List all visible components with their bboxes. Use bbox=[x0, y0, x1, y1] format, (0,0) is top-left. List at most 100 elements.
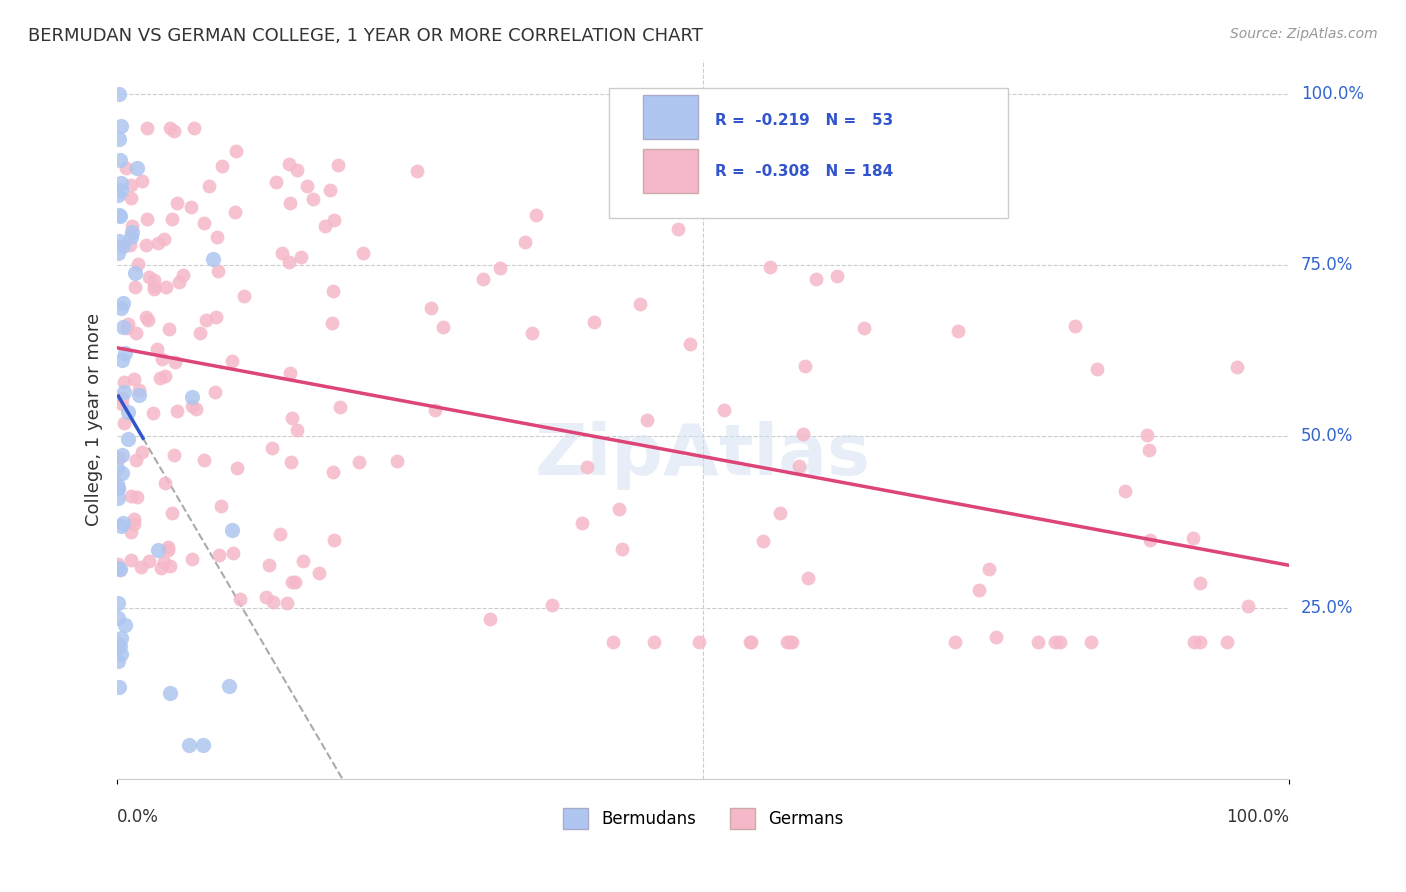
Point bbox=[120, 191, 142, 205]
Point bbox=[153, 369, 176, 384]
Point bbox=[188, 326, 211, 340]
Point bbox=[163, 354, 186, 368]
Point bbox=[107, 491, 129, 505]
Point bbox=[207, 264, 229, 278]
Point bbox=[153, 476, 176, 491]
Point bbox=[946, 324, 969, 338]
Point bbox=[278, 366, 301, 380]
Point bbox=[135, 310, 157, 324]
Point bbox=[197, 178, 219, 193]
Point bbox=[162, 124, 184, 138]
Point bbox=[111, 353, 134, 368]
Point bbox=[181, 551, 204, 566]
Point bbox=[208, 548, 231, 562]
Point bbox=[211, 159, 233, 173]
Point bbox=[121, 226, 143, 240]
Text: 50.0%: 50.0% bbox=[1301, 427, 1353, 445]
Point bbox=[108, 450, 131, 465]
Point bbox=[108, 234, 131, 248]
Point bbox=[787, 458, 810, 473]
Point bbox=[135, 238, 157, 252]
Point bbox=[607, 502, 630, 516]
Point bbox=[111, 397, 134, 411]
Point bbox=[108, 680, 131, 694]
Point bbox=[688, 635, 710, 649]
Text: BERMUDAN VS GERMAN COLLEGE, 1 YEAR OR MORE CORRELATION CHART: BERMUDAN VS GERMAN COLLEGE, 1 YEAR OR MO… bbox=[28, 27, 703, 45]
Point bbox=[967, 583, 990, 598]
Point bbox=[610, 541, 633, 556]
Point bbox=[1137, 443, 1160, 458]
Point bbox=[302, 192, 325, 206]
Point bbox=[167, 275, 190, 289]
Point bbox=[229, 591, 252, 606]
Point bbox=[155, 280, 177, 294]
Point bbox=[1028, 635, 1050, 649]
Point bbox=[1063, 319, 1085, 334]
Point bbox=[159, 121, 181, 136]
Point bbox=[602, 635, 624, 649]
Point bbox=[121, 219, 143, 233]
Point bbox=[1080, 635, 1102, 649]
Point bbox=[285, 424, 308, 438]
Text: R =  -0.308   N = 184: R = -0.308 N = 184 bbox=[714, 163, 893, 178]
Point bbox=[107, 611, 129, 625]
Point bbox=[541, 599, 564, 613]
Text: Source: ZipAtlas.com: Source: ZipAtlas.com bbox=[1230, 27, 1378, 41]
Point bbox=[107, 246, 129, 260]
Point bbox=[666, 222, 689, 236]
Point bbox=[125, 326, 148, 340]
Point bbox=[153, 555, 176, 569]
Point bbox=[583, 315, 606, 329]
Point bbox=[793, 359, 815, 373]
Point bbox=[262, 595, 284, 609]
Point bbox=[204, 310, 226, 325]
Point bbox=[643, 635, 665, 649]
Point bbox=[110, 632, 132, 646]
Point bbox=[128, 388, 150, 402]
Point bbox=[110, 176, 132, 190]
Point bbox=[571, 516, 593, 530]
Point bbox=[232, 289, 254, 303]
Point bbox=[172, 268, 194, 282]
Point bbox=[120, 552, 142, 566]
Point bbox=[136, 121, 159, 136]
Point bbox=[264, 175, 287, 189]
Point bbox=[120, 489, 142, 503]
Point bbox=[117, 405, 139, 419]
Point bbox=[221, 353, 243, 368]
Point bbox=[117, 317, 139, 331]
Point bbox=[576, 459, 599, 474]
Point bbox=[111, 295, 134, 310]
Text: 25.0%: 25.0% bbox=[1301, 599, 1353, 616]
Point bbox=[489, 261, 512, 276]
Point bbox=[105, 461, 128, 475]
Point bbox=[269, 527, 291, 541]
Point bbox=[107, 596, 129, 610]
Text: R =  -0.219   N =   53: R = -0.219 N = 53 bbox=[714, 113, 893, 128]
Point bbox=[679, 337, 702, 351]
Point bbox=[107, 636, 129, 650]
Point bbox=[142, 406, 165, 420]
Text: ZipAtlas: ZipAtlas bbox=[536, 421, 872, 490]
Point bbox=[636, 413, 658, 427]
Point bbox=[276, 596, 298, 610]
Point bbox=[323, 212, 346, 227]
Point bbox=[271, 246, 294, 260]
Point bbox=[180, 390, 202, 404]
Point bbox=[138, 554, 160, 568]
Point bbox=[520, 326, 543, 341]
Point bbox=[740, 635, 762, 649]
Point bbox=[107, 561, 129, 575]
Text: 100.0%: 100.0% bbox=[1301, 85, 1364, 103]
Point bbox=[107, 188, 129, 202]
Point bbox=[262, 441, 284, 455]
Point bbox=[207, 229, 229, 244]
Point bbox=[143, 278, 166, 293]
Point bbox=[478, 612, 501, 626]
Point bbox=[432, 319, 454, 334]
Point bbox=[1139, 533, 1161, 548]
Point bbox=[159, 558, 181, 573]
Point bbox=[148, 235, 170, 250]
Point bbox=[110, 183, 132, 197]
Point bbox=[423, 403, 446, 417]
